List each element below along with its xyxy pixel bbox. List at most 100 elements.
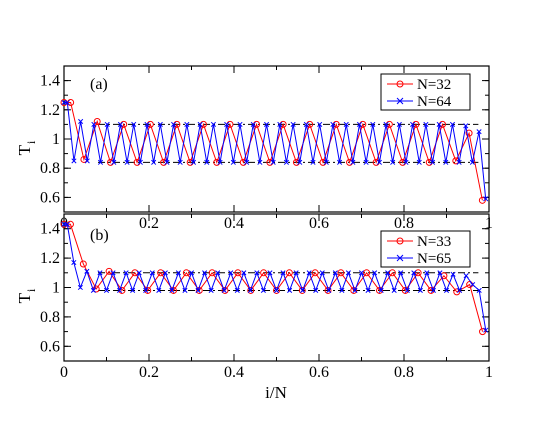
data-point-n64 <box>157 121 163 127</box>
data-point-n65 <box>332 270 338 276</box>
data-point-n65 <box>463 273 469 279</box>
legend-label-n33: N=33 <box>417 234 451 250</box>
data-point-n65 <box>136 270 142 276</box>
data-point-n32 <box>478 196 486 204</box>
y-tick-label-a: 1 <box>52 131 60 148</box>
data-point-n64 <box>237 121 243 127</box>
data-point-n65 <box>287 287 293 293</box>
data-point-n65 <box>208 287 214 293</box>
data-point-n65 <box>424 270 430 276</box>
x-tick-label-b: 0.8 <box>394 364 414 381</box>
data-point-n64 <box>356 121 363 127</box>
data-point-n65 <box>77 284 83 291</box>
data-point-n33 <box>401 286 409 294</box>
data-point-n64 <box>224 121 230 127</box>
data-point-n65 <box>221 287 227 293</box>
data-point-n64 <box>463 123 469 129</box>
x-tick-label-a: 0.2 <box>139 215 159 232</box>
data-point-n33 <box>234 269 242 277</box>
data-point-n64 <box>84 158 90 164</box>
series-line-n64 <box>64 102 487 199</box>
data-point-n65 <box>372 270 378 276</box>
data-point-n65 <box>300 287 306 293</box>
data-point-n65 <box>103 287 110 293</box>
data-point-n65 <box>319 270 325 276</box>
data-point-n65 <box>267 270 273 276</box>
data-point-n64 <box>323 159 329 165</box>
data-point-n64 <box>177 159 183 165</box>
data-point-n65 <box>398 270 404 276</box>
data-point-n33 <box>311 269 319 277</box>
data-point-n64 <box>303 121 309 127</box>
data-point-n64 <box>469 159 475 165</box>
data-point-n64 <box>390 159 396 165</box>
x-tick-label-b: 0.6 <box>309 364 329 381</box>
legend-label-n65: N=65 <box>417 251 451 267</box>
series-line-n65 <box>64 223 487 331</box>
data-point-n64 <box>230 159 236 165</box>
data-point-n65 <box>110 270 116 276</box>
legend-box-b <box>380 230 471 268</box>
data-point-n64 <box>171 121 177 127</box>
data-point-n33 <box>182 269 190 277</box>
data-point-n64 <box>456 159 462 165</box>
data-point-n64 <box>310 159 316 165</box>
data-point-n65 <box>143 287 149 293</box>
data-point-n65 <box>149 270 155 276</box>
data-point-n64 <box>277 121 283 127</box>
y-axis-label-b: Ti <box>15 288 38 303</box>
y-axis-label-sub-b: i <box>24 288 38 292</box>
legend-label-n32: N=32 <box>417 77 451 93</box>
data-point-n65 <box>352 287 358 293</box>
legend-a: N=32 N=64 <box>380 73 471 111</box>
data-point-n64 <box>290 121 296 127</box>
data-point-n64 <box>97 159 104 165</box>
data-point-n64 <box>376 159 382 165</box>
data-point-n65 <box>404 287 410 293</box>
data-point-n64 <box>483 196 489 202</box>
data-point-n65 <box>169 287 175 293</box>
data-point-n64 <box>210 121 216 127</box>
data-point-n65 <box>260 287 266 293</box>
data-point-n65 <box>241 270 247 276</box>
series-line-n33 <box>64 223 484 332</box>
data-point-n64 <box>350 159 356 165</box>
x-tick-label-b: 0.4 <box>224 364 244 381</box>
data-point-n64 <box>91 121 97 127</box>
reference-lines-a <box>98 123 479 163</box>
data-point-n65 <box>391 287 397 293</box>
data-point-n65 <box>483 327 489 333</box>
x-tick-label-a: 0.8 <box>394 215 414 232</box>
y-axis-label-sub-a: i <box>24 140 38 144</box>
data-point-n65 <box>97 270 103 276</box>
data-point-n65 <box>228 270 234 276</box>
data-point-n65 <box>188 270 195 276</box>
data-point-n65 <box>202 270 208 276</box>
data-point-n65 <box>385 270 391 276</box>
data-point-n64 <box>190 159 197 165</box>
series-group-b <box>60 220 489 336</box>
data-point-n64 <box>270 159 276 165</box>
data-point-n33 <box>479 328 487 336</box>
data-point-n33 <box>157 269 165 277</box>
data-point-n64 <box>131 121 137 127</box>
data-point-n65 <box>430 287 436 293</box>
data-point-n33 <box>414 269 422 277</box>
data-point-n64 <box>423 121 429 127</box>
data-point-n64 <box>111 159 117 165</box>
ticks-b: 0.6 0.8 1 1.2 1.4 0 0.2 0.4 0.6 0.8 1 <box>40 213 493 381</box>
data-point-n65 <box>117 287 123 293</box>
x-tick-label-b: 1 <box>485 364 493 381</box>
data-point-n65 <box>234 287 240 293</box>
data-point-n65 <box>84 268 90 274</box>
data-point-n64 <box>416 159 422 165</box>
data-point-n64 <box>330 121 336 127</box>
data-point-n64 <box>104 121 110 127</box>
y-tick-label-b: 1 <box>52 280 60 297</box>
y-axis-label-main-b: T <box>15 292 34 303</box>
data-point-n65 <box>417 287 423 293</box>
data-point-n33 <box>79 260 87 268</box>
data-point-n65 <box>378 287 384 293</box>
data-point-n33 <box>144 286 152 294</box>
data-point-n64 <box>317 121 323 127</box>
